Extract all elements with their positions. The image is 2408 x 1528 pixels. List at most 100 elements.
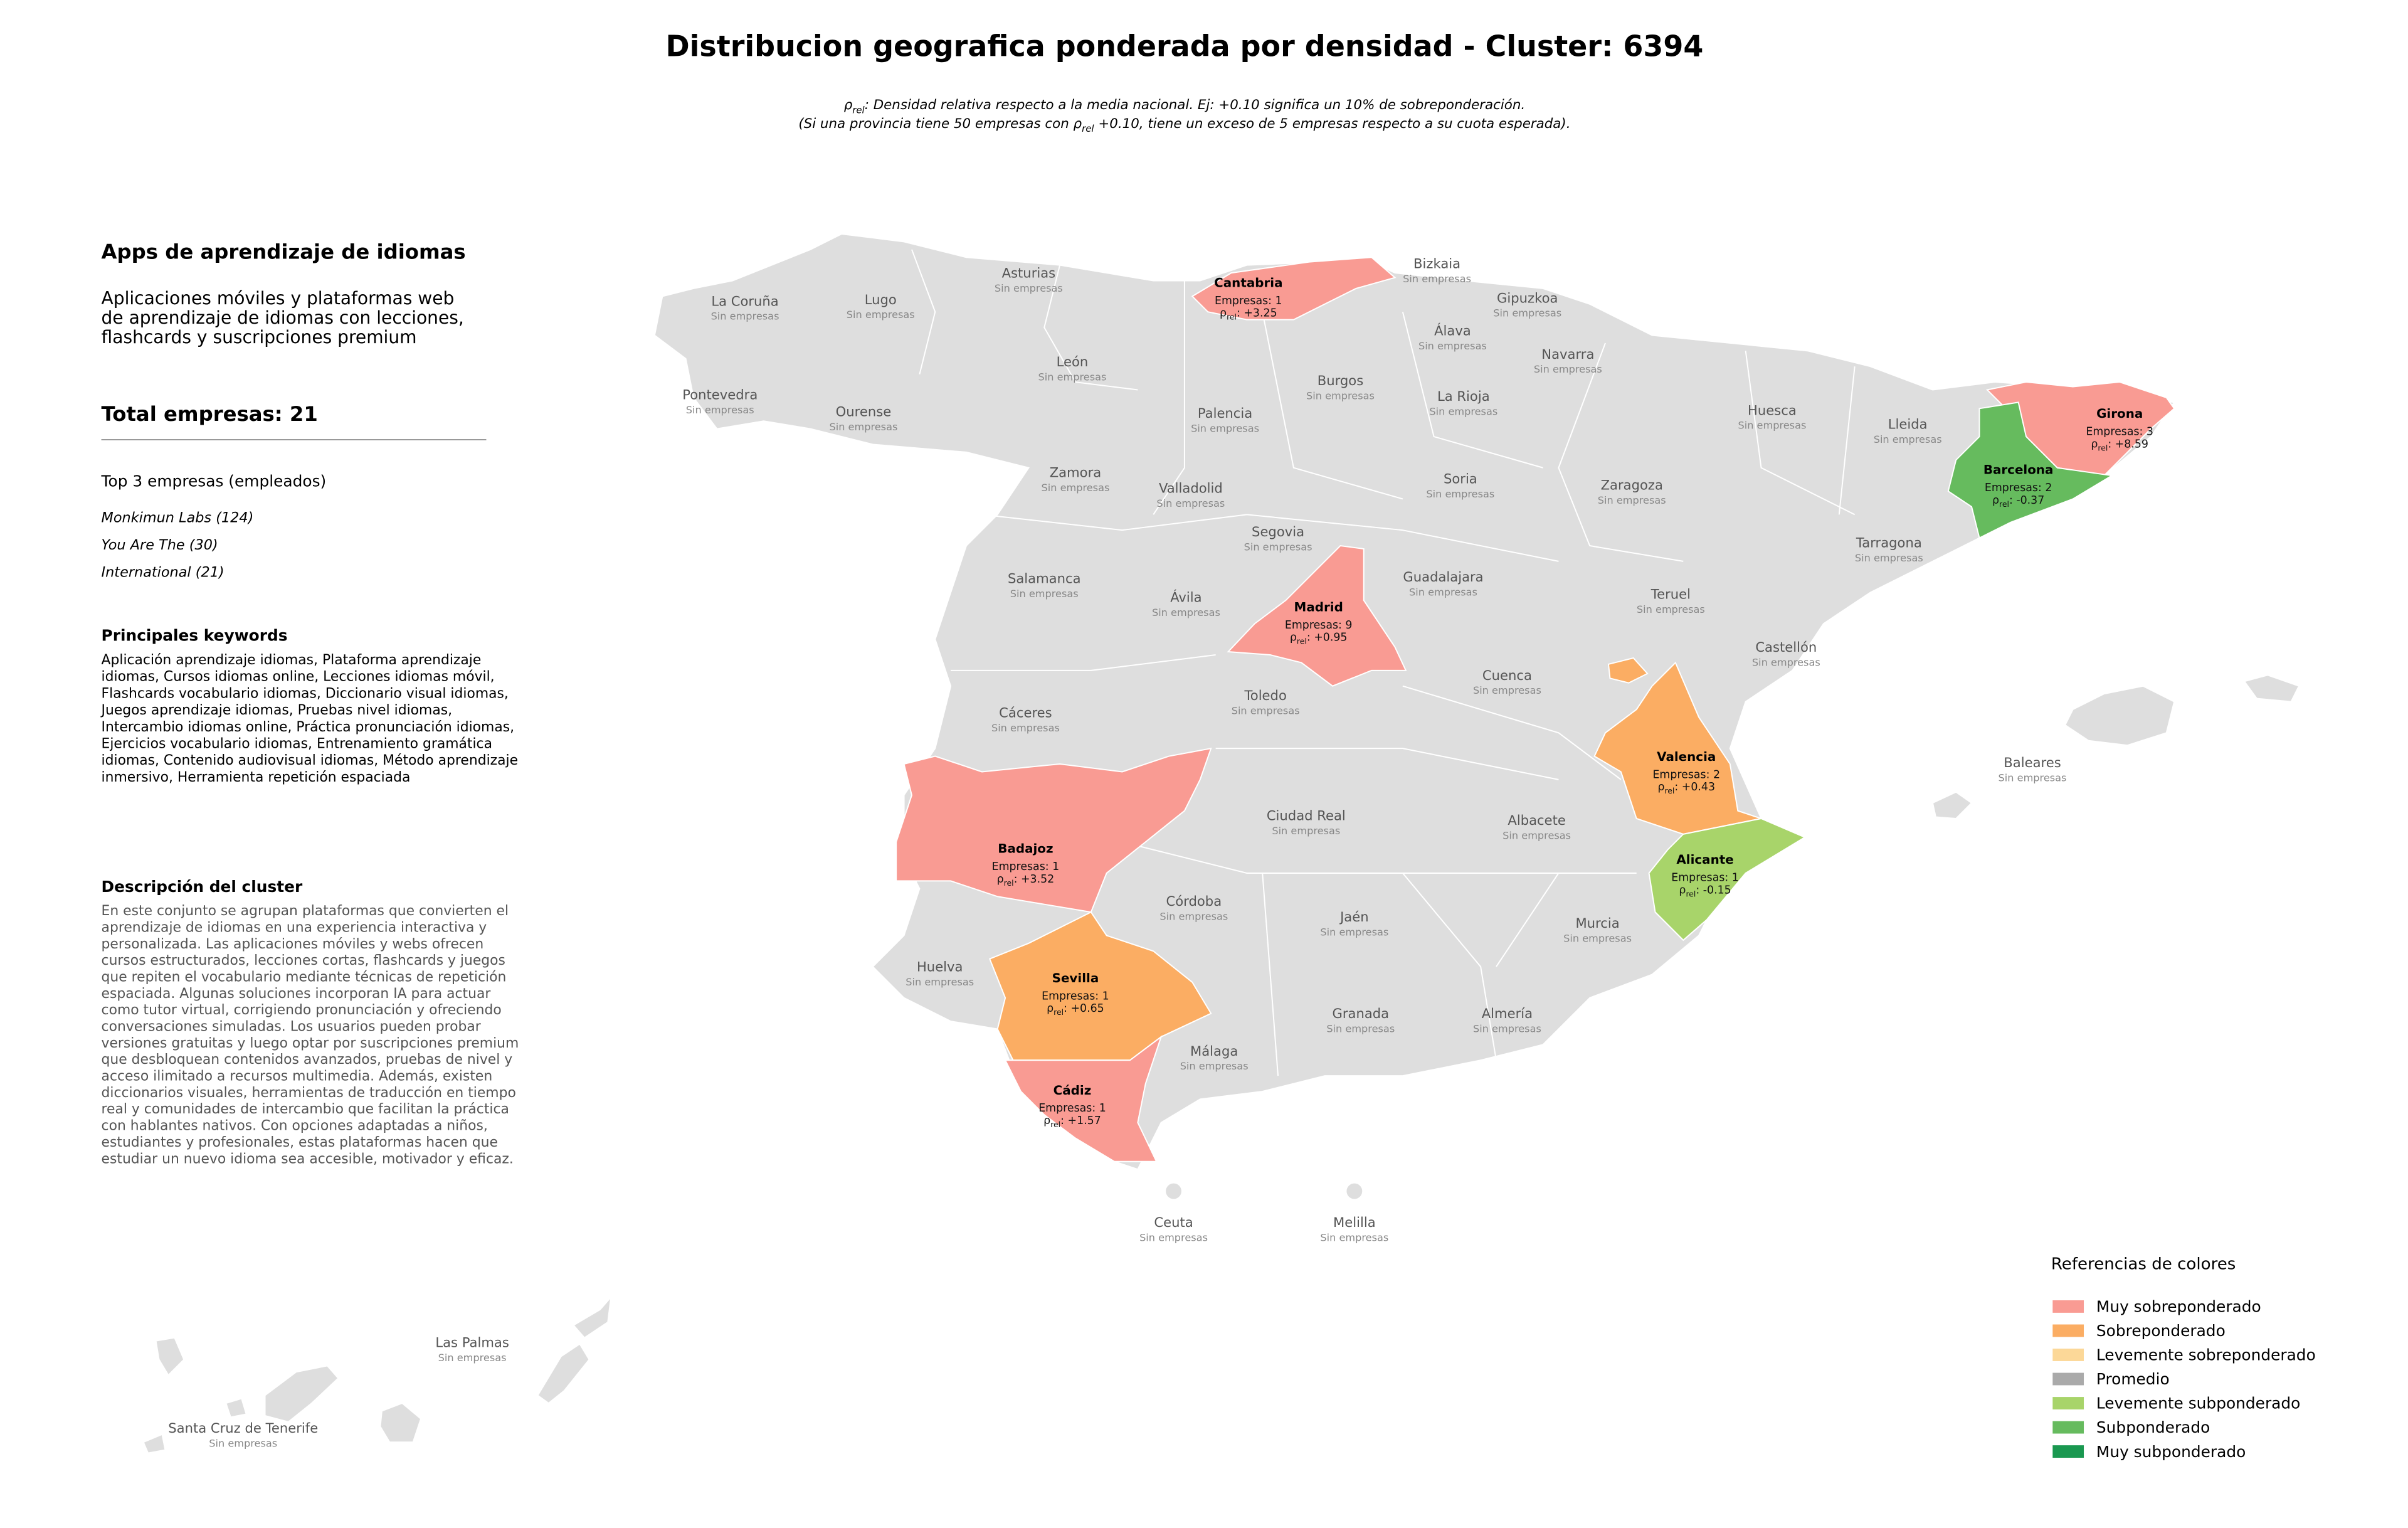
province-name: Barcelona — [1983, 463, 2054, 477]
province-name: Cantabria — [1214, 275, 1282, 290]
province-name: Jaén — [1339, 909, 1369, 925]
island — [225, 1398, 247, 1418]
rho-value: +0.95 — [1314, 632, 1347, 644]
province-companies: Empresas: 1 — [992, 861, 1060, 873]
province-border — [1262, 873, 1279, 1076]
rho-value: -0.37 — [2016, 494, 2044, 507]
keywords-line: Ejercicios vocabulario idiomas, Entrenam… — [102, 736, 492, 752]
keywords-line: Juegos aprendizaje idiomas, Pruebas nive… — [100, 703, 453, 718]
province-status: Sin empresas — [711, 310, 779, 322]
province-name: Girona — [2096, 406, 2143, 421]
province-rho: ρrel: +3.52 — [997, 873, 1055, 888]
province-name: Zaragoza — [1601, 477, 1663, 493]
rho-symbol: ρ — [1290, 632, 1297, 644]
rho-value: +0.65 — [1070, 1002, 1104, 1015]
rho-value: +3.25 — [1244, 307, 1277, 320]
keywords-line: Aplicación aprendizaje idiomas, Platafor… — [102, 652, 482, 668]
subtitle-line: (Si una provincia tiene 50 empresas con … — [798, 116, 1570, 134]
province-name: Santa Cruz de Tenerife — [168, 1420, 318, 1436]
rho-separator: : — [1237, 307, 1244, 320]
province-status: Sin empresas — [1752, 656, 1820, 668]
province-companies: Empresas: 1 — [1215, 295, 1282, 307]
rho-symbol: ρ — [1220, 307, 1227, 320]
description-line: que desbloquean contenidos avanzados, pr… — [102, 1052, 513, 1068]
province-name: Guadalajara — [1403, 569, 1483, 585]
province-name: Las Palmas — [435, 1335, 509, 1350]
rho-symbol: ρ — [997, 873, 1004, 886]
province-border — [981, 514, 1559, 562]
province-rho: ρrel: +0.65 — [1047, 1002, 1104, 1017]
province-name: Salamanca — [1008, 571, 1081, 586]
top-company: Monkimun Labs (124) — [102, 510, 254, 526]
panel-summary: Aplicaciones móviles y plataformas web — [102, 288, 455, 309]
province-border — [1745, 351, 1856, 516]
province-name: Albacete — [1508, 812, 1566, 828]
province-name: Burgos — [1318, 373, 1363, 388]
province-companies: Empresas: 9 — [1285, 619, 1353, 632]
province-status: Sin empresas — [1426, 488, 1494, 500]
province-status: Sin empresas — [1010, 588, 1079, 600]
province-border — [1215, 748, 1559, 780]
province-border — [1402, 873, 1497, 1061]
province-status: Sin empresas — [1180, 1060, 1249, 1072]
province-status: Sin empresas — [1502, 829, 1571, 841]
keywords-line: Flashcards vocabulario idiomas, Dicciona… — [102, 686, 509, 701]
rho-subscript: rel — [1686, 889, 1696, 898]
enclave — [1166, 1183, 1181, 1199]
province-name: Gipuzkoa — [1497, 290, 1558, 305]
rho-subscript: rel — [1664, 786, 1674, 795]
province-name: Castellón — [1755, 639, 1817, 655]
rho-separator: : — [2009, 494, 2016, 507]
province-highlight — [1191, 257, 1397, 321]
province-status: Sin empresas — [1041, 482, 1109, 494]
rho-separator: : — [1060, 1115, 1067, 1127]
panel-summary: flashcards y suscripciones premium — [102, 327, 417, 348]
province-status: Sin empresas — [1409, 586, 1477, 598]
province-border — [1558, 342, 1684, 562]
province-highlight — [1947, 401, 2114, 539]
province-status: Sin empresas — [1493, 307, 1561, 319]
description-title: Descripción del cluster — [102, 878, 303, 896]
description-line: acceso ilimitado a recursos multimedia. … — [102, 1069, 493, 1085]
province-status: Sin empresas — [1272, 825, 1340, 837]
province-name: Cádiz — [1054, 1083, 1092, 1098]
province-status: Sin empresas — [1598, 494, 1666, 506]
rho-symbol: ρ — [1657, 781, 1664, 793]
description-line: como tutor virtual, corrigiendo pronunci… — [102, 1002, 502, 1018]
rho-separator: : — [1307, 632, 1314, 644]
province-name: La Rioja — [1437, 388, 1490, 404]
province-status: Sin empresas — [1320, 1232, 1388, 1244]
description-line: espaciada. Algunas soluciones incorporan… — [102, 986, 491, 1002]
rho-value: +3.52 — [1021, 873, 1054, 886]
province-rho: ρrel: -0.15 — [1679, 884, 1731, 898]
province-name: Alicante — [1676, 852, 1733, 867]
province-status: Sin empresas — [1999, 772, 2067, 783]
legend-label: Sobreponderado — [2096, 1322, 2226, 1340]
province-companies: Empresas: 1 — [1671, 871, 1739, 884]
province-status: Sin empresas — [1320, 926, 1388, 938]
province-status: Sin empresas — [847, 309, 915, 321]
province-rho: ρrel: +0.95 — [1290, 632, 1348, 646]
province-status: Sin empresas — [1563, 932, 1632, 944]
legend-label: Promedio — [2096, 1370, 2170, 1388]
island — [537, 1343, 590, 1404]
province-name: Ourense — [836, 404, 892, 420]
rho-subscript: rel — [1050, 1120, 1060, 1129]
province-highlight — [1004, 1035, 1163, 1162]
province-highlight — [895, 747, 1212, 913]
province-border — [911, 249, 936, 374]
island — [573, 1295, 612, 1339]
keywords-line: idiomas, Cursos idiomas online, Leccione… — [102, 669, 495, 685]
island — [1931, 791, 1973, 820]
rho-symbol: ρ — [1047, 1002, 1054, 1015]
rho-symbol: ρ — [1043, 1115, 1050, 1127]
province-name: Segovia — [1252, 524, 1304, 539]
province-status: Sin empresas — [1473, 684, 1541, 696]
legend-label: Levemente subponderado — [2096, 1394, 2300, 1413]
province-status: Sin empresas — [1403, 273, 1471, 285]
rho-separator: : — [2108, 438, 2115, 450]
province-name: Ciudad Real — [1267, 807, 1346, 823]
province-name: Soria — [1444, 471, 1477, 487]
rho-symbol: ρ — [2091, 438, 2098, 450]
province-rho: ρrel: +3.25 — [1220, 307, 1277, 322]
